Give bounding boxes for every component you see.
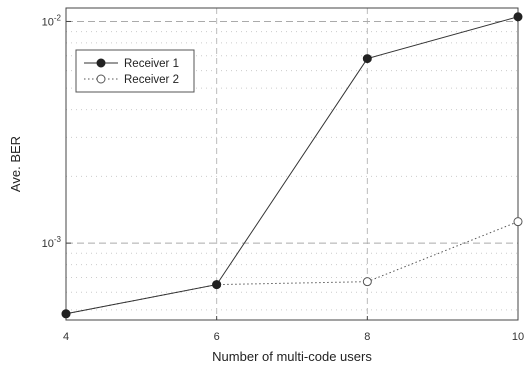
y-axis-title: Ave. BER [8,136,23,192]
series-layer [61,12,523,319]
x-axis-ticks: 4 6 8 10 [63,316,524,343]
series-line-receiver-1 [65,16,519,315]
data-point-receiver-1 [212,280,222,290]
y-tick-label: 10-3 [42,235,62,250]
legend-label-receiver-1: Receiver 1 [124,58,179,70]
x-tick-label: 6 [214,331,220,343]
x-axis-title: Number of multi-code users [212,349,372,364]
legend: Receiver 1 Receiver 2 [75,49,195,93]
x-tick-label: 8 [364,331,370,343]
y-axis-ticks: 10-2 10-3 [42,13,71,250]
plot-frame [65,7,519,321]
legend-marker-receiver-1 [96,58,106,68]
data-point-receiver-1 [61,309,71,319]
data-point-receiver-1 [513,12,523,22]
legend-box [75,49,195,93]
legend-marker-receiver-2 [96,74,106,84]
x-tick-label: 4 [63,331,69,343]
data-point-receiver-1 [362,54,372,64]
x-tick-label: 10 [512,331,524,343]
y-tick-label: 10-2 [42,13,62,28]
data-point-receiver-2 [513,217,523,227]
data-point-receiver-2 [362,277,372,287]
legend-label-receiver-2: Receiver 2 [124,74,179,86]
